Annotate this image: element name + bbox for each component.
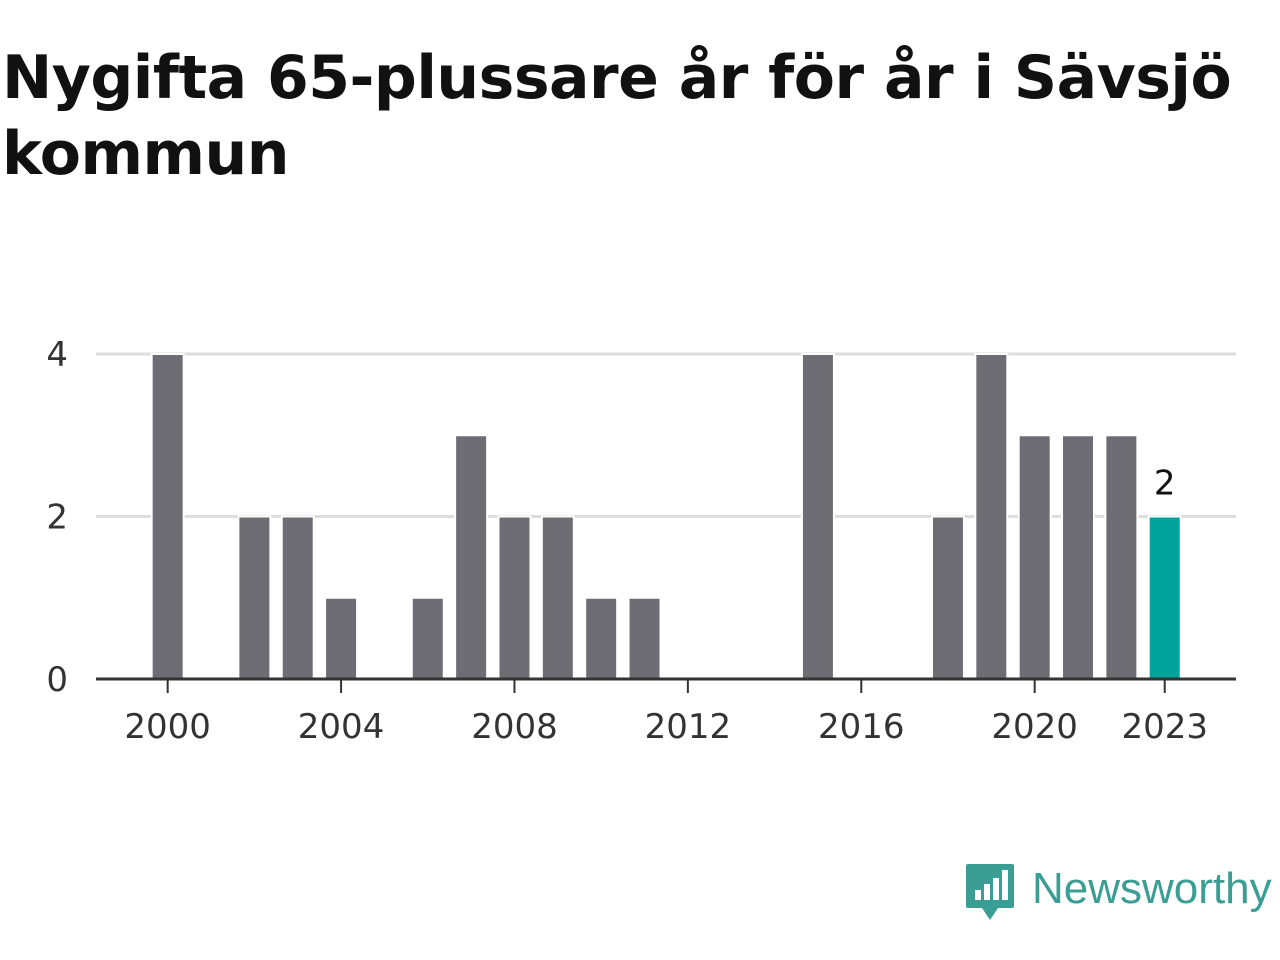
highlight-value-label: 2	[1154, 464, 1176, 504]
y-tick-label-2: 2	[46, 498, 68, 538]
bar-2023	[1147, 515, 1182, 680]
x-axis-labels: 2000 2004 2008 2012 2016 2020 2023	[124, 707, 1208, 747]
newsworthy-logo-icon	[966, 864, 1014, 920]
bar-2022	[1104, 434, 1139, 680]
y-axis-labels: 0 2 4	[46, 335, 68, 700]
bars	[150, 353, 1182, 680]
bar-2011	[627, 596, 662, 680]
bar-2003	[280, 515, 315, 680]
bar-2006	[410, 596, 445, 680]
bar-2007	[454, 434, 489, 680]
chart-title: Nygifta 65-plussare år för år i Sävsjö k…	[2, 43, 1232, 189]
x-tick-label-2016: 2016	[818, 707, 905, 747]
annotations: 2	[1154, 464, 1176, 504]
y-tick-label-4: 4	[46, 335, 68, 375]
bar-2004	[324, 596, 359, 680]
x-tick-label-2023: 2023	[1121, 707, 1208, 747]
x-tick-label-2000: 2000	[124, 707, 211, 747]
bar-2018	[930, 515, 965, 680]
bar-2009	[540, 515, 575, 680]
bar-2008	[497, 515, 532, 680]
y-tick-label-0: 0	[46, 660, 68, 700]
brand-logo: Newsworthy	[964, 862, 1272, 926]
bar-2015	[800, 353, 835, 680]
x-tick-label-2004: 2004	[298, 707, 385, 747]
bar-2002	[237, 515, 272, 680]
x-tick-label-2012: 2012	[645, 707, 732, 747]
x-tick-label-2008: 2008	[471, 707, 558, 747]
x-tick-label-2020: 2020	[991, 707, 1078, 747]
brand-name: Newsworthy	[1032, 864, 1272, 913]
bar-2010	[584, 596, 619, 680]
bar-2020	[1017, 434, 1052, 680]
x-axis-ticks	[166, 679, 1166, 693]
bar-2019	[974, 353, 1009, 680]
bar-2000	[150, 353, 185, 680]
bar-2021	[1061, 434, 1096, 680]
